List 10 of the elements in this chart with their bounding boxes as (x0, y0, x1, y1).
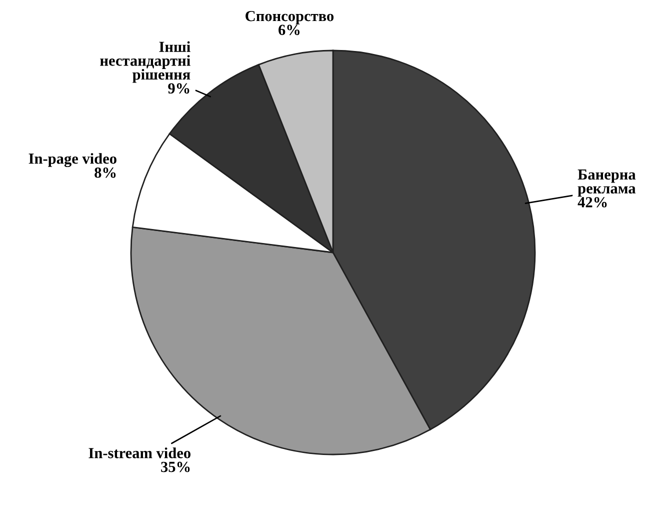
slice-label: In-stream video (88, 447, 190, 458)
slice-label: Спонсорство (246, 10, 334, 24)
slice-label: In-page video (28, 153, 116, 168)
slice-label: Банерна реклама (578, 170, 636, 197)
data-label: 42% (578, 197, 607, 208)
data-label: 6% (278, 24, 300, 36)
data-label: 35% (161, 462, 190, 472)
data-label: 9% (168, 83, 190, 94)
data-label: 8% (94, 167, 116, 178)
slice-label: Інші нестандартні рішення (100, 41, 190, 83)
